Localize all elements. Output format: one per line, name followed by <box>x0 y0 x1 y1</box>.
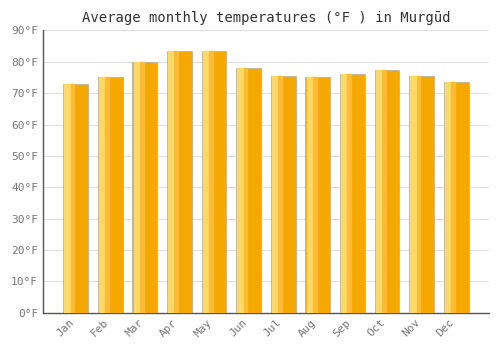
Bar <box>63 84 88 313</box>
Bar <box>106 77 109 313</box>
Bar <box>132 62 158 313</box>
Bar <box>416 76 420 313</box>
Bar <box>271 76 295 313</box>
Bar <box>409 76 434 313</box>
Bar <box>340 74 365 313</box>
Bar <box>98 77 122 313</box>
Bar <box>203 51 210 313</box>
Bar <box>140 62 143 313</box>
Bar <box>451 82 455 313</box>
Bar <box>374 70 400 313</box>
Bar <box>236 68 261 313</box>
Bar <box>174 51 178 313</box>
Bar <box>341 74 348 313</box>
Bar <box>70 84 74 313</box>
Bar <box>278 76 282 313</box>
Bar <box>410 76 418 313</box>
Bar <box>168 51 175 313</box>
Bar <box>202 51 226 313</box>
Bar <box>313 77 316 313</box>
Bar <box>272 76 280 313</box>
Bar <box>306 77 314 313</box>
Bar <box>134 62 141 313</box>
Bar <box>244 68 248 313</box>
Bar <box>99 77 106 313</box>
Bar <box>306 77 330 313</box>
Bar <box>444 82 468 313</box>
Bar <box>348 74 351 313</box>
Title: Average monthly temperatures (°F ) in Murgūd: Average monthly temperatures (°F ) in Mu… <box>82 11 450 25</box>
Bar <box>209 51 213 313</box>
Bar <box>64 84 72 313</box>
Bar <box>167 51 192 313</box>
Bar <box>445 82 452 313</box>
Bar <box>376 70 384 313</box>
Bar <box>382 70 386 313</box>
Bar <box>238 68 245 313</box>
